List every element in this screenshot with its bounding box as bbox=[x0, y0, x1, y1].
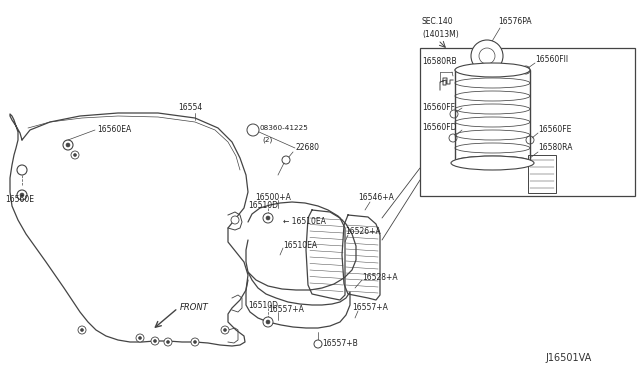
Circle shape bbox=[266, 216, 270, 220]
Circle shape bbox=[166, 340, 170, 343]
Ellipse shape bbox=[451, 156, 534, 170]
Circle shape bbox=[136, 334, 144, 342]
Circle shape bbox=[263, 317, 273, 327]
Circle shape bbox=[314, 340, 322, 348]
Circle shape bbox=[81, 328, 83, 331]
Circle shape bbox=[247, 124, 259, 136]
Text: ← 16510EA: ← 16510EA bbox=[283, 218, 326, 227]
Circle shape bbox=[71, 151, 79, 159]
Text: 16560E: 16560E bbox=[5, 196, 34, 205]
Text: 16560FE: 16560FE bbox=[538, 125, 572, 135]
Text: 08360-41225: 08360-41225 bbox=[260, 125, 309, 131]
Text: 16560FD: 16560FD bbox=[422, 124, 456, 132]
Circle shape bbox=[263, 213, 273, 223]
Bar bbox=[528, 155, 556, 193]
Text: 16560EA: 16560EA bbox=[97, 125, 131, 135]
Text: (2): (2) bbox=[262, 137, 272, 143]
Circle shape bbox=[223, 328, 227, 331]
Circle shape bbox=[471, 40, 503, 72]
Bar bbox=[420, 48, 635, 196]
Text: 22680: 22680 bbox=[295, 142, 319, 151]
Circle shape bbox=[78, 326, 86, 334]
Text: 16557+A: 16557+A bbox=[268, 305, 304, 314]
Text: 16510D: 16510D bbox=[248, 301, 278, 311]
Text: FRONT: FRONT bbox=[180, 304, 209, 312]
Text: 16580RA: 16580RA bbox=[538, 144, 573, 153]
Circle shape bbox=[17, 165, 27, 175]
Text: 16580RB: 16580RB bbox=[422, 58, 456, 67]
Text: 16560FF: 16560FF bbox=[422, 103, 455, 112]
Text: 16500+A: 16500+A bbox=[255, 192, 291, 202]
Text: 16510D: 16510D bbox=[248, 201, 278, 209]
Circle shape bbox=[74, 154, 77, 157]
Circle shape bbox=[63, 140, 73, 150]
Circle shape bbox=[17, 190, 27, 200]
Circle shape bbox=[66, 143, 70, 147]
Text: 16557+A: 16557+A bbox=[352, 304, 388, 312]
Circle shape bbox=[138, 337, 141, 340]
Text: 16560FII: 16560FII bbox=[535, 55, 568, 64]
Circle shape bbox=[282, 156, 290, 164]
Circle shape bbox=[231, 216, 239, 224]
Circle shape bbox=[20, 193, 24, 197]
Circle shape bbox=[266, 320, 270, 324]
Circle shape bbox=[154, 340, 157, 343]
Text: 16557+B: 16557+B bbox=[322, 340, 358, 349]
Text: 16576PA: 16576PA bbox=[498, 17, 532, 26]
Text: 16546+A: 16546+A bbox=[358, 193, 394, 202]
Circle shape bbox=[151, 337, 159, 345]
Circle shape bbox=[164, 338, 172, 346]
Text: J16501VA: J16501VA bbox=[545, 353, 591, 363]
Ellipse shape bbox=[455, 63, 530, 77]
Text: 16526+A: 16526+A bbox=[345, 228, 381, 237]
Text: SEC.140: SEC.140 bbox=[422, 17, 454, 26]
Text: 16554: 16554 bbox=[178, 103, 202, 112]
Text: (14013M): (14013M) bbox=[422, 29, 459, 38]
Text: 16510EA: 16510EA bbox=[283, 241, 317, 250]
Circle shape bbox=[191, 338, 199, 346]
Circle shape bbox=[193, 340, 196, 343]
Circle shape bbox=[221, 326, 229, 334]
Text: 16528+A: 16528+A bbox=[362, 273, 397, 282]
